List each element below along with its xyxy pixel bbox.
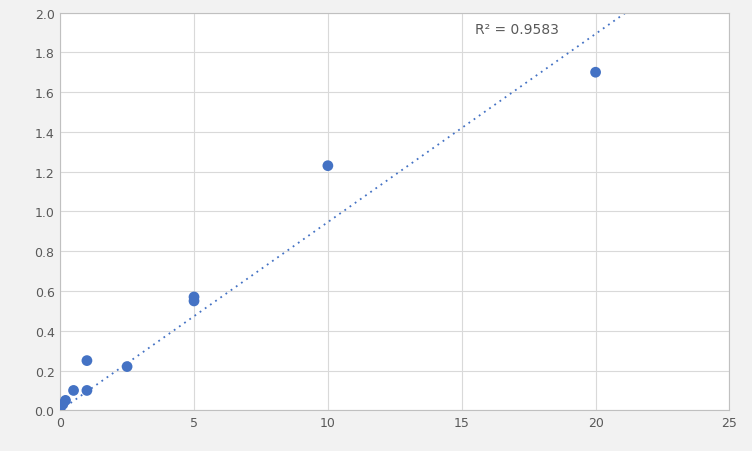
Point: [121, 363, 133, 370]
Point: [57, 401, 69, 408]
Point: [188, 298, 200, 305]
Point: [54, 407, 66, 414]
Text: R² = 0.9583: R² = 0.9583: [475, 23, 559, 37]
Point: [81, 357, 93, 364]
Point: [322, 163, 334, 170]
Point: [188, 294, 200, 301]
Point: [59, 397, 71, 404]
Point: [590, 69, 602, 77]
Point: [68, 387, 80, 394]
Point: [81, 387, 93, 394]
